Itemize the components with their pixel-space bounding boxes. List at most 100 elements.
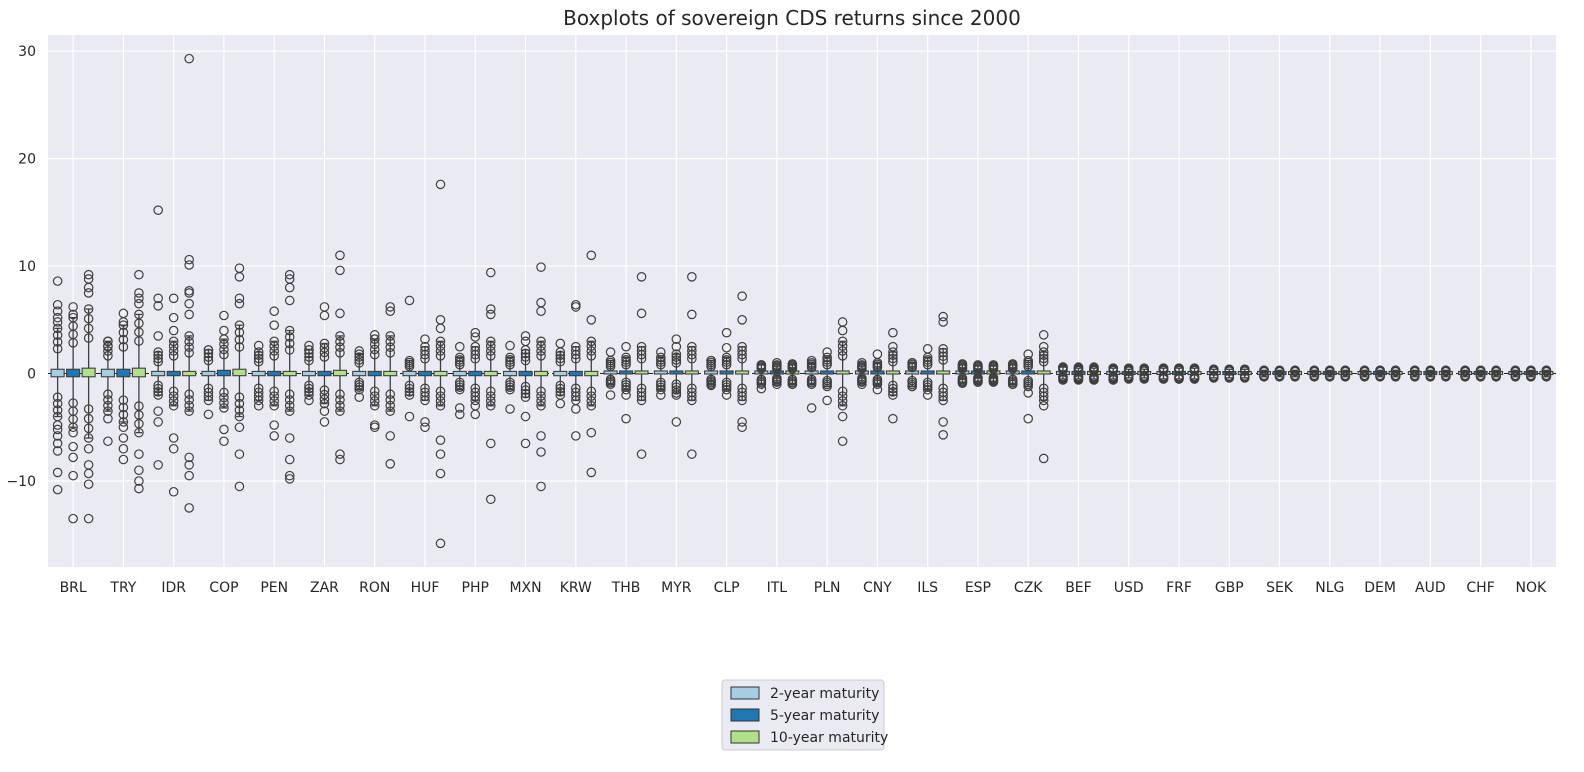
outlier-point [435, 386, 446, 397]
category-group-esp [955, 359, 1001, 389]
outlier-point [822, 395, 832, 406]
outlier-point [787, 359, 798, 369]
outlier-point [319, 343, 330, 353]
category-group-try [100, 269, 146, 494]
outlier-point [586, 396, 597, 406]
outlier-point [168, 486, 179, 497]
box-10y [232, 368, 247, 377]
outlier-point [234, 481, 245, 492]
outlier-point [555, 387, 566, 397]
outlier-point [520, 388, 531, 399]
outlier-point [1023, 413, 1033, 424]
outlier-point [822, 357, 832, 368]
x-tick-label: ZAR [310, 580, 339, 596]
outlier-point [656, 380, 666, 390]
outlier-point [570, 404, 581, 414]
outlier-point [52, 343, 63, 354]
outlier-point [1325, 365, 1335, 376]
box-5y [669, 370, 684, 375]
outlier-point [922, 384, 933, 395]
x-tick-label: GBP [1215, 580, 1244, 596]
outlier-point [83, 333, 94, 343]
outlier-point [536, 351, 546, 361]
outlier-point [938, 391, 948, 402]
outlier-point [184, 406, 194, 416]
outlier-point [1038, 347, 1049, 357]
outlier-point [385, 459, 396, 469]
outlier-point [1023, 355, 1033, 366]
outlier-point [586, 336, 597, 347]
box-5y [468, 370, 483, 377]
outlier-point [1510, 371, 1521, 382]
outlier-point [435, 400, 446, 411]
outlier-point [988, 360, 999, 370]
outlier-point [621, 380, 631, 390]
outlier-point [420, 417, 430, 427]
outlier-point [284, 338, 295, 349]
outlier-point [485, 336, 496, 347]
outlier-point [1390, 371, 1401, 382]
outlier-point [153, 331, 163, 341]
outlier-point [153, 390, 163, 400]
outlier-point [385, 395, 396, 405]
outlier-point [636, 449, 647, 459]
outlier-point [454, 403, 465, 413]
outlier-point [1441, 371, 1451, 382]
outlier-point [184, 452, 194, 463]
outlier-point [671, 417, 682, 427]
box-2y [301, 370, 317, 377]
x-tick-label: IDR [161, 580, 186, 596]
outlier-point [721, 382, 732, 393]
outlier-point [586, 400, 597, 411]
outlier-point [907, 381, 917, 392]
category-group-czk [1005, 330, 1051, 464]
outlier-point [1174, 363, 1184, 373]
outlier-point [636, 341, 647, 352]
outlier-point [153, 301, 163, 311]
outlier-point [1123, 374, 1134, 384]
outlier-point [52, 420, 63, 430]
outlier-point [1058, 362, 1068, 372]
outlier-point [938, 317, 948, 327]
outlier-point [1410, 371, 1420, 382]
box-5y [367, 370, 382, 377]
outlier-point [83, 323, 94, 334]
outlier-point [737, 341, 747, 352]
outlier-point [671, 334, 682, 344]
outlier-point [253, 350, 264, 361]
outlier-point [52, 330, 63, 340]
outlier-point [103, 351, 113, 361]
outlier-point [284, 474, 295, 484]
outlier-point [168, 336, 179, 347]
outlier-point [354, 346, 365, 356]
outlier-point [721, 355, 732, 365]
outlier-point [184, 288, 194, 298]
outlier-point [354, 355, 365, 365]
outlier-point [837, 396, 848, 406]
box-10y [684, 370, 699, 375]
category-group-myr [653, 272, 699, 459]
box-10y [383, 370, 398, 377]
outlier-point [369, 386, 380, 397]
outlier-point [888, 353, 898, 364]
outlier-point [1526, 371, 1536, 382]
outlier-point [304, 345, 314, 355]
outlier-point [1038, 400, 1049, 411]
outlier-point [253, 395, 264, 406]
outlier-point [335, 454, 345, 465]
outlier-point [103, 395, 113, 405]
outlier-point [234, 334, 245, 345]
outlier-point [83, 413, 94, 424]
outlier-point [118, 317, 129, 327]
outlier-point [687, 395, 697, 406]
outlier-point [83, 304, 94, 314]
outlier-point [335, 389, 345, 400]
outlier-point [1239, 373, 1250, 383]
outlier-point [404, 295, 415, 306]
outlier-point [1441, 365, 1451, 376]
outlier-point [253, 391, 264, 402]
box-10y [835, 370, 850, 375]
outlier-point [656, 347, 666, 357]
outlier-point [671, 390, 682, 400]
